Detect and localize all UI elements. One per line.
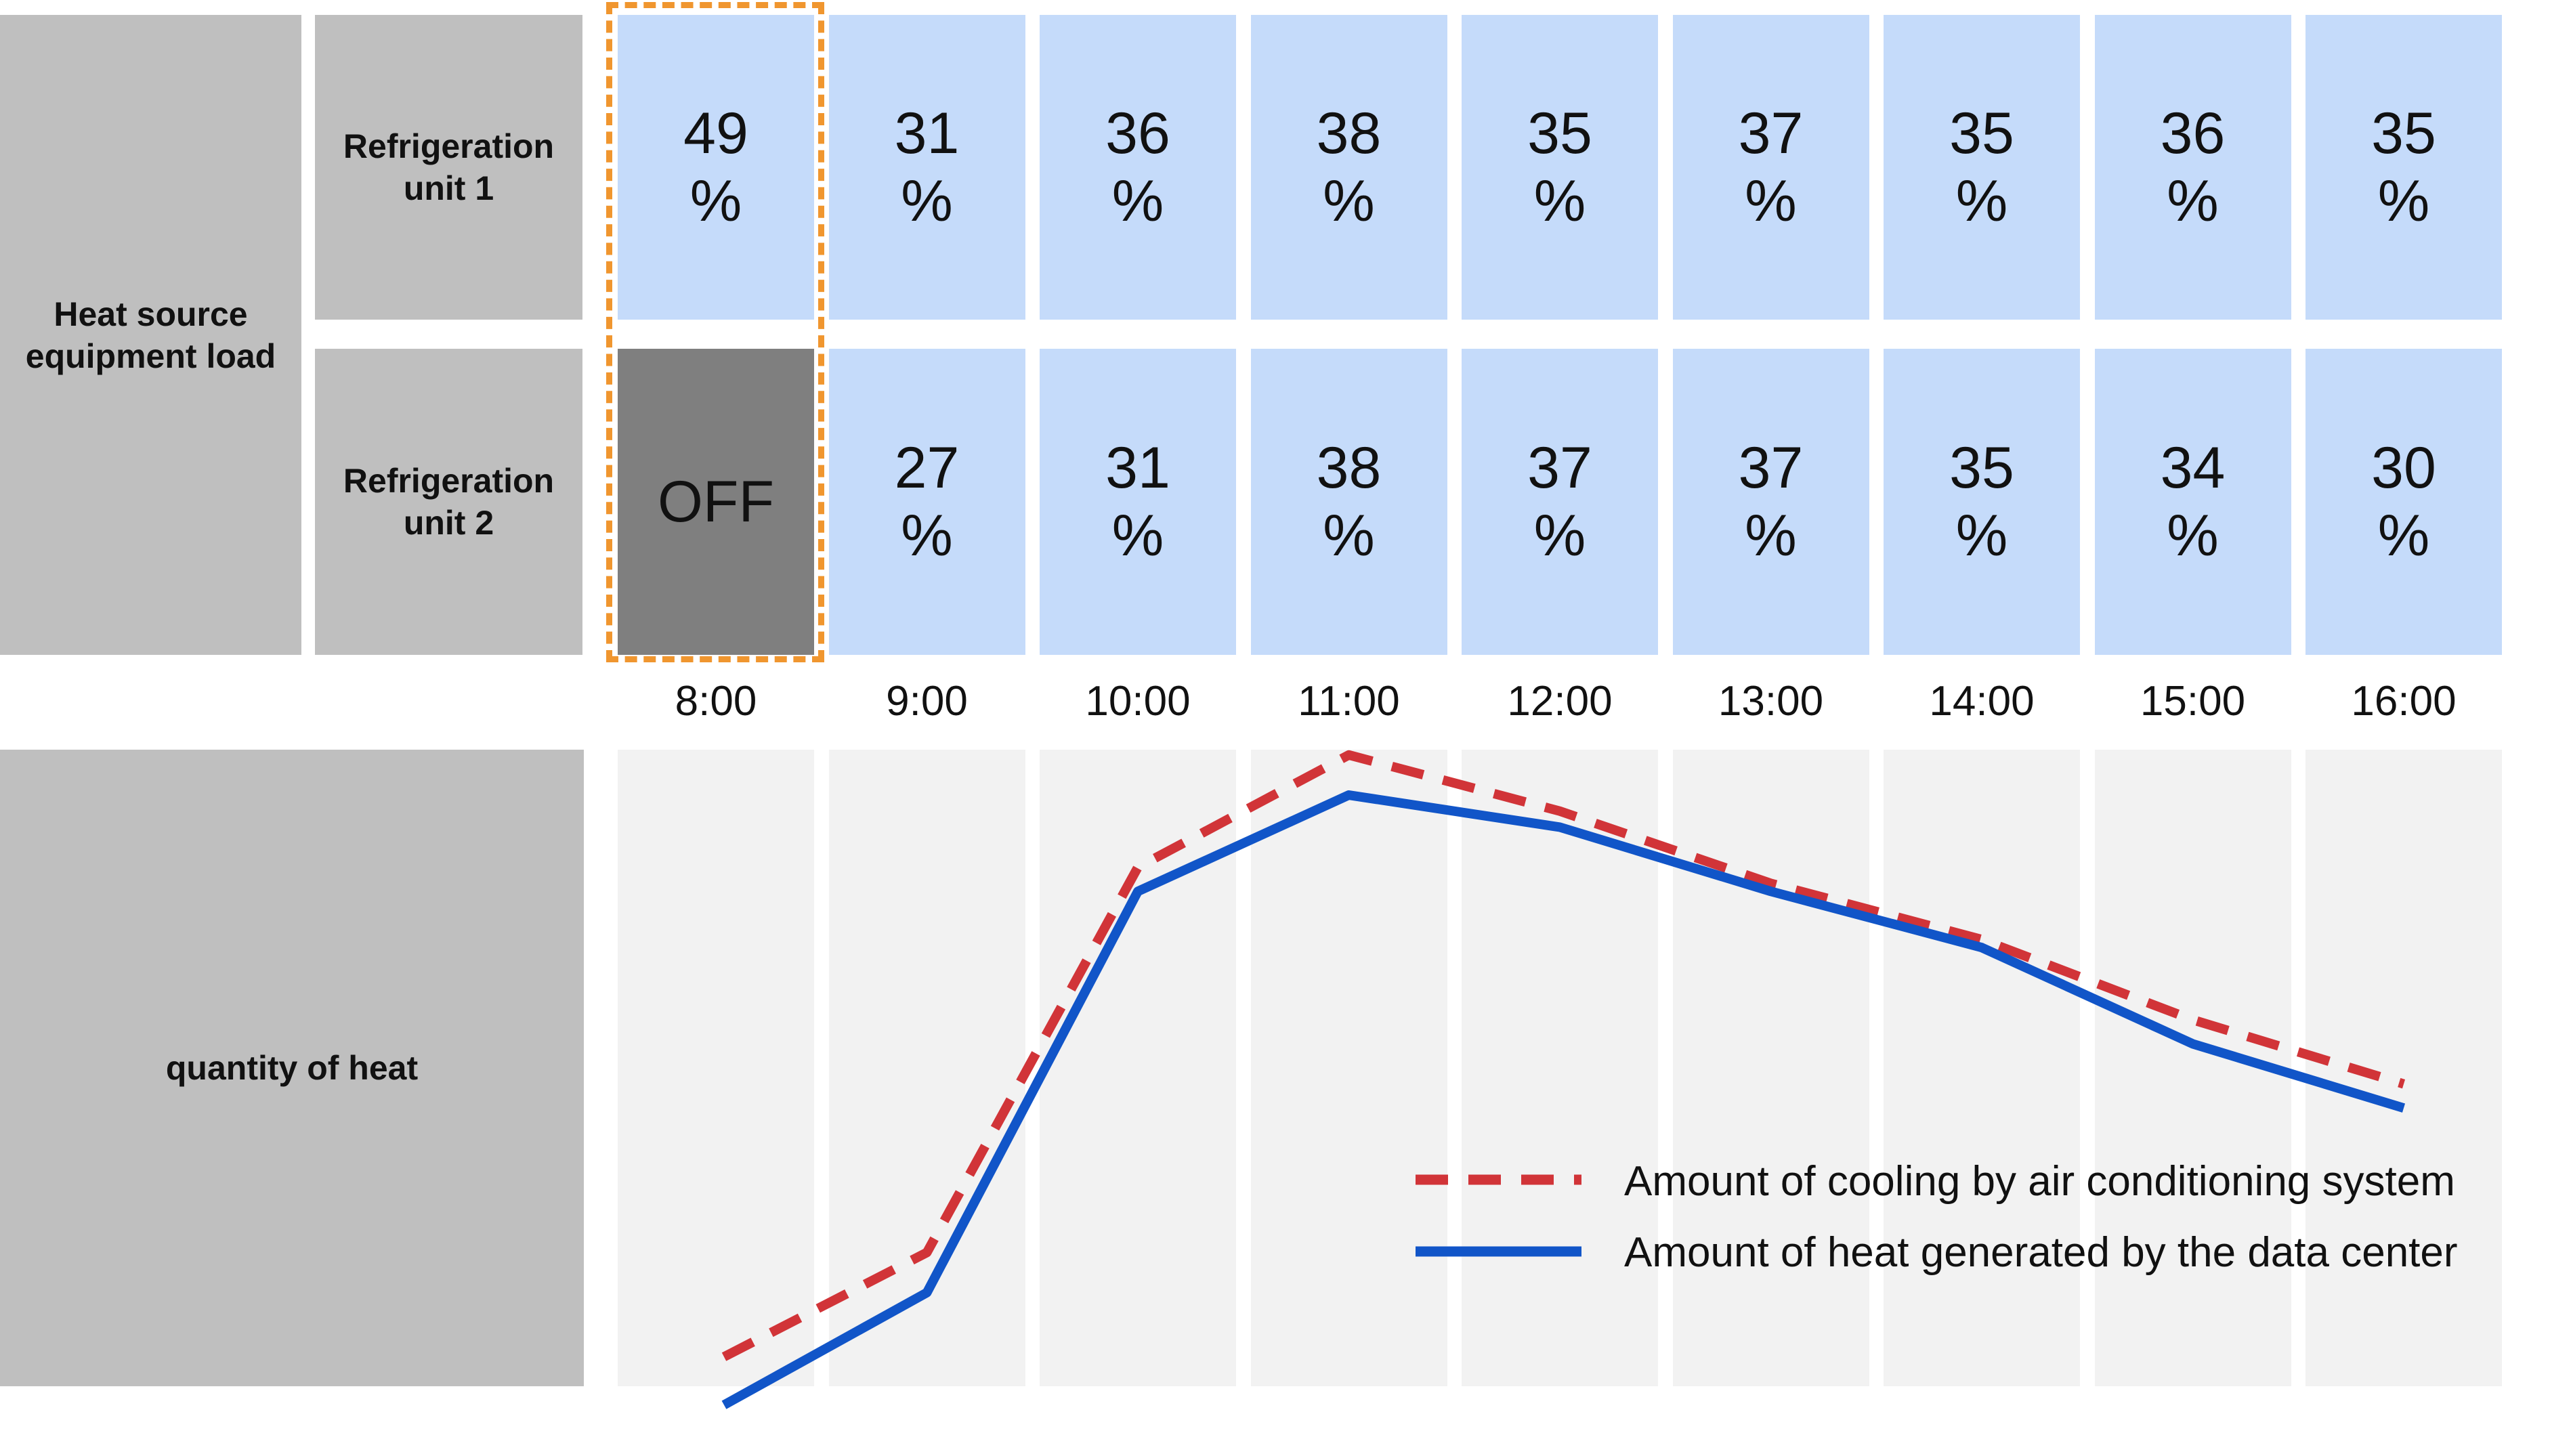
percent-sign: % (1111, 169, 1164, 234)
time-label-6: 14:00 (1929, 678, 2035, 725)
unit1-label-line-1: Refrigeration (343, 127, 555, 165)
unit2-load-cell-4: 37% (1462, 349, 1658, 655)
percent-sign: % (1745, 503, 1797, 568)
percent-sign: % (2377, 169, 2430, 234)
chart-strip-4 (1462, 750, 1658, 1386)
unit2-load-value: 35 (1949, 435, 2014, 500)
time-label-4: 12:00 (1507, 678, 1613, 725)
unit2-label-line-2: unit 2 (403, 504, 494, 542)
chart-strip-6 (1884, 750, 2080, 1386)
group-label-line-1: Heat source (54, 295, 248, 333)
unit2-off-cell: OFF (618, 349, 814, 655)
unit1-load-cell-4: 35% (1462, 15, 1658, 320)
percent-sign: % (901, 503, 953, 568)
unit1-label-line-2: unit 1 (403, 169, 494, 207)
unit2-load-value: 31 (1105, 435, 1170, 500)
time-label-1: 9:00 (886, 678, 968, 725)
unit1-load-value: 37 (1738, 101, 1804, 166)
unit1-load-cell-1: 31% (828, 15, 1025, 320)
unit1-load-cell-3: 38% (1250, 15, 1447, 320)
unit2-load-cell-2: 31% (1040, 349, 1236, 655)
unit2-load-value: 37 (1527, 435, 1592, 500)
highlight-8-00-box (606, 2, 824, 662)
percent-sign: % (2377, 503, 2430, 568)
heat-source-equipment-load-label: Heat source equipment load (0, 15, 301, 655)
time-label-2: 10:00 (1085, 678, 1191, 725)
unit1-load-cell-7: 36% (2094, 15, 2291, 320)
unit2-label-line-1: Refrigeration (343, 462, 555, 500)
time-label-3: 11:00 (1298, 678, 1400, 725)
unit1-load-cell-6: 35% (1884, 15, 2080, 320)
unit1-load-value: 35 (1949, 101, 2014, 166)
chart-strip-8 (2305, 750, 2502, 1386)
percent-sign: % (2167, 503, 2219, 568)
chart-strip-5 (1672, 750, 1869, 1386)
time-label-0: 8:00 (675, 678, 757, 725)
chart-strip-2 (1040, 750, 1236, 1386)
percent-sign: % (1323, 169, 1375, 234)
unit1-load-cell-5: 37% (1672, 15, 1869, 320)
group-label-line-2: equipment load (25, 337, 276, 375)
unit2-load-value: 37 (1738, 435, 1804, 500)
unit1-load-value: 49 (683, 101, 748, 166)
time-label-8: 16:00 (2351, 678, 2457, 725)
unit2-load-cell-1: 27% (828, 349, 1025, 655)
percent-sign: % (1533, 169, 1586, 234)
unit1-load-value: 36 (2160, 101, 2226, 166)
percent-sign: % (1745, 169, 1797, 234)
unit1-load-cell-8: 35% (2305, 15, 2502, 320)
unit2-load-value: 30 (2371, 435, 2436, 500)
unit2-load-cell-3: 38% (1250, 349, 1447, 655)
percent-sign: % (1955, 169, 2008, 234)
time-label-5: 13:00 (1718, 678, 1824, 725)
quantity-of-heat-label: quantity of heat (0, 750, 584, 1386)
unit1-load-value: 38 (1316, 101, 1382, 166)
unit1-load-value: 35 (1527, 101, 1592, 166)
unit2-load-value: 27 (894, 435, 960, 500)
chart-strip-1 (828, 750, 1025, 1386)
unit2-load-cell-6: 35% (1884, 349, 2080, 655)
percent-sign: % (689, 169, 742, 234)
unit1-load-value: 31 (894, 101, 960, 166)
unit2-load-value: 34 (2160, 435, 2226, 500)
refrigeration-unit-1-label: Refrigeration unit 1 (315, 15, 582, 320)
percent-sign: % (1955, 503, 2008, 568)
chart-strip-0 (618, 750, 814, 1386)
unit1-load-value: 36 (1105, 101, 1170, 166)
unit1-load-value: 35 (2371, 101, 2436, 166)
off-label: OFF (658, 469, 774, 534)
chart-strip-3 (1250, 750, 1447, 1386)
chart-strip-7 (2094, 750, 2291, 1386)
refrigeration-unit-2-label: Refrigeration unit 2 (315, 349, 582, 655)
unit2-load-cell-7: 34% (2094, 349, 2291, 655)
quantity-of-heat-text: quantity of heat (165, 1049, 419, 1087)
percent-sign: % (1323, 503, 1375, 568)
percent-sign: % (1533, 503, 1586, 568)
unit2-load-cell-8: 30% (2305, 349, 2502, 655)
unit2-load-cell-5: 37% (1672, 349, 1869, 655)
percent-sign: % (901, 169, 953, 234)
unit2-load-value: 38 (1316, 435, 1382, 500)
percent-sign: % (1111, 503, 1164, 568)
percent-sign: % (2167, 169, 2219, 234)
time-label-7: 15:00 (2140, 678, 2246, 725)
unit1-load-cell-0: 49% (618, 15, 814, 320)
unit1-load-cell-2: 36% (1040, 15, 1236, 320)
